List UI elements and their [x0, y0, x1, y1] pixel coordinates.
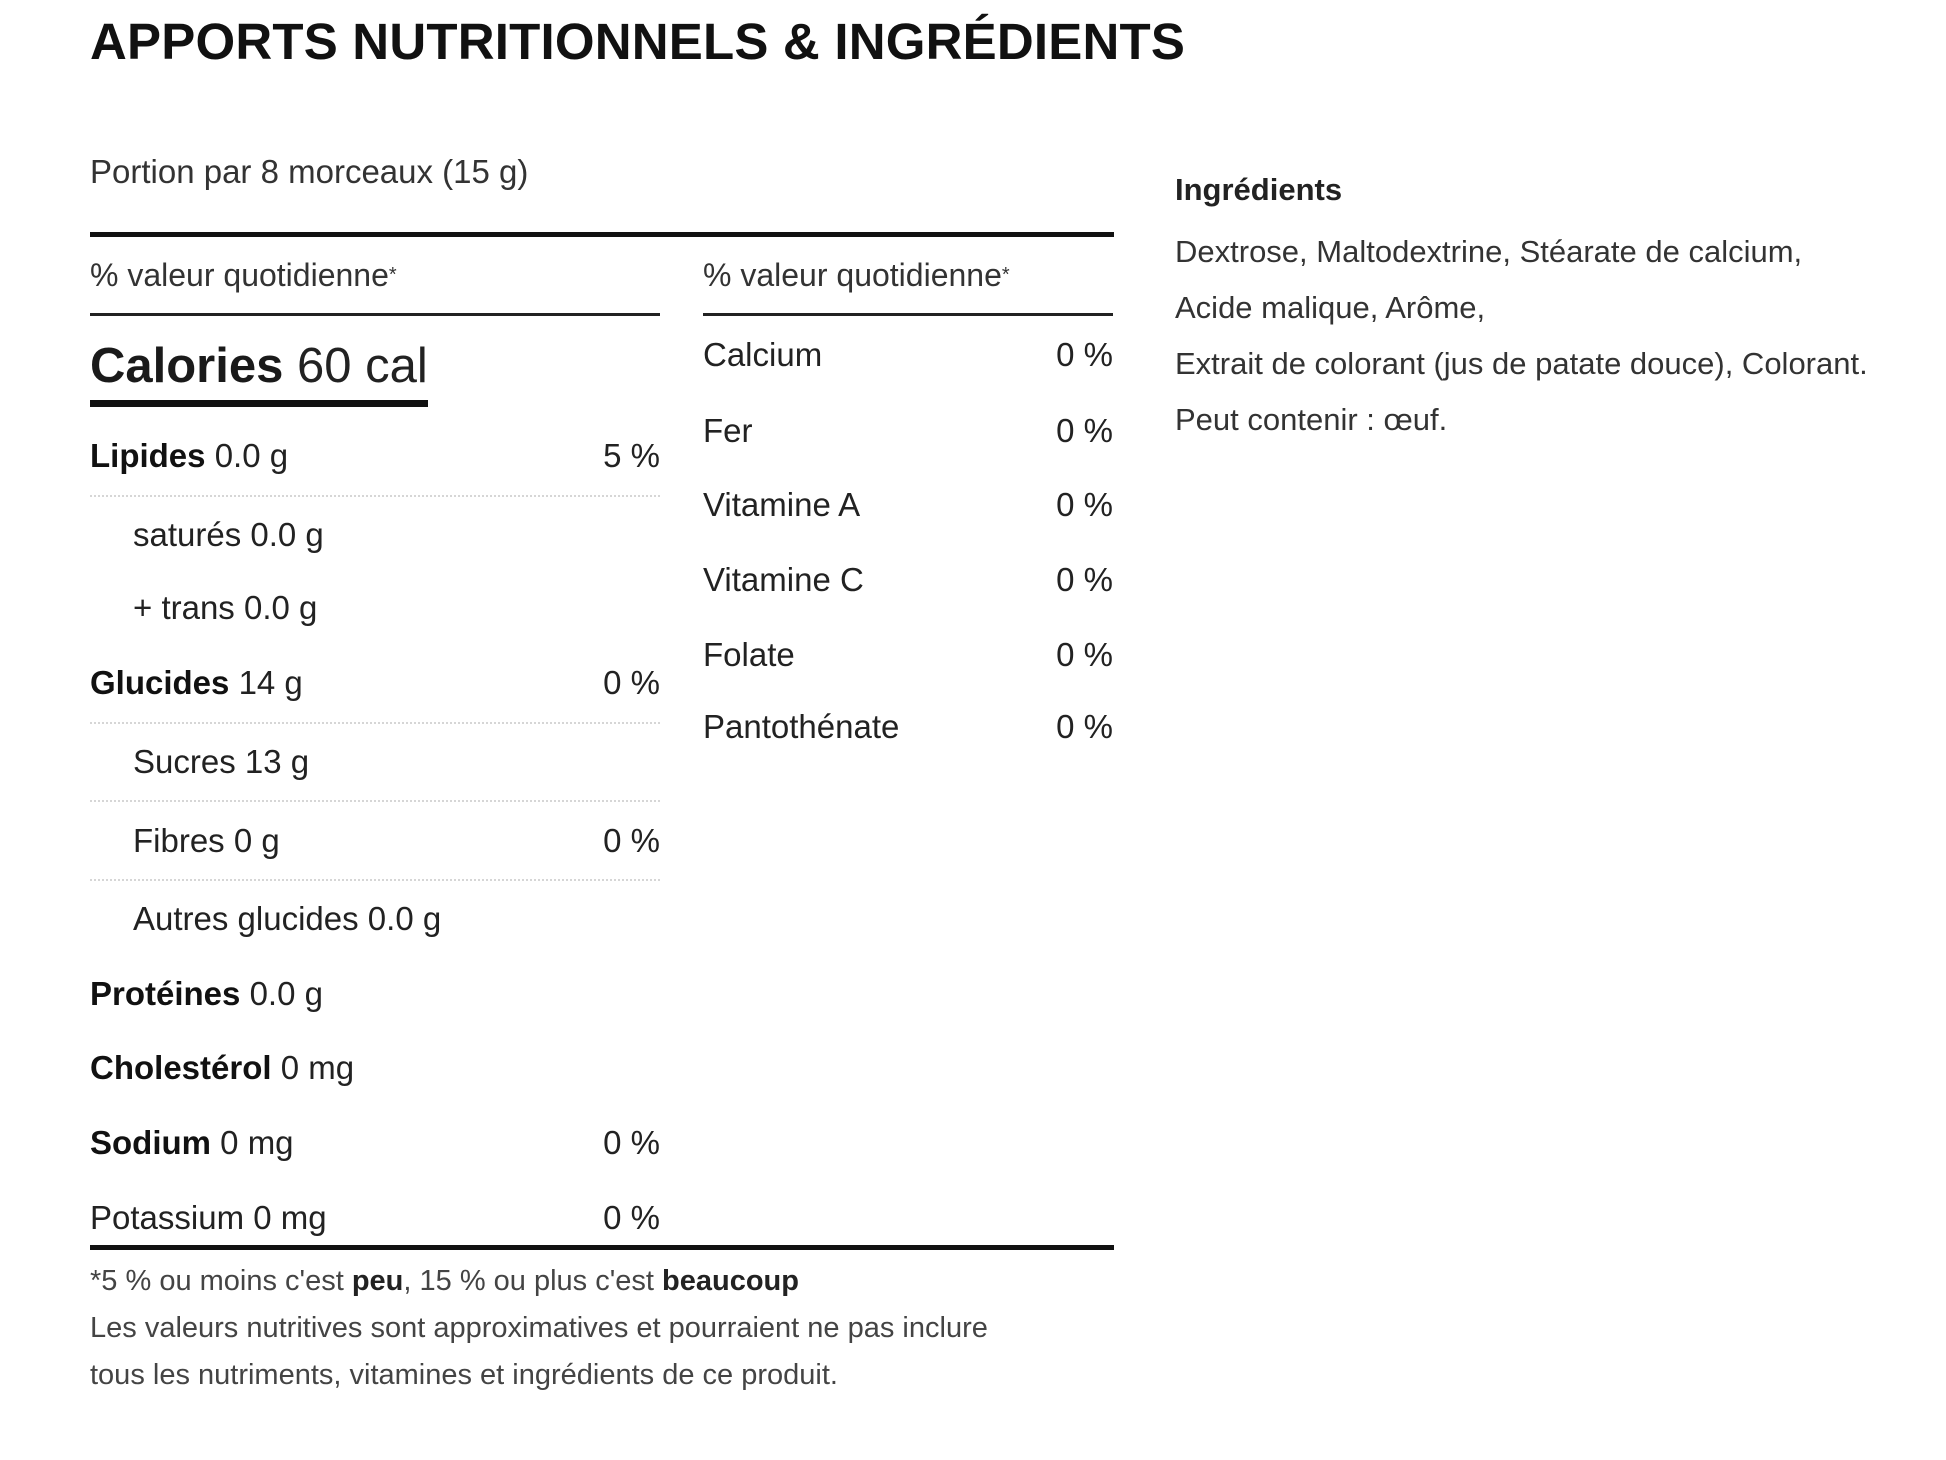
mineral-label: Pantothénate	[703, 708, 900, 745]
ingredients-line: Dextrose, Maltodextrine, Stéarate de cal…	[1175, 234, 1803, 269]
nutrient-row-lipides: Lipides 0.0 g 5 %	[90, 417, 660, 497]
mineral-percent: 0 %	[1056, 486, 1113, 523]
nutrient-value: 0.0 g	[249, 974, 323, 1012]
nutrition-left-column: % valeur quotidienne * Calories 60 cal Li…	[90, 237, 660, 1255]
nutrient-row-sodium: Sodium 0 mg 0 %	[90, 1105, 660, 1180]
mineral-percent: 0 %	[1056, 560, 1113, 598]
nutrient-label: saturés	[133, 515, 242, 553]
ingredients-line: Acide malique, Arôme,	[1175, 290, 1486, 325]
nutrient-label: Glucides	[90, 664, 230, 701]
footnote-text: , 15 % ou plus c'est	[403, 1265, 663, 1297]
footnote-high: beaucoup	[662, 1265, 799, 1297]
ingredients-section: Ingrédients Dextrose, Maltodextrine, Sté…	[1175, 172, 1935, 448]
nutrient-row-satures: saturés 0.0 g	[90, 497, 660, 572]
mineral-label: Vitamine C	[703, 560, 864, 598]
mineral-row-vitamine-a: Vitamine A 0 %	[703, 468, 1113, 542]
nutrient-row-cholesterol: Cholestérol 0 mg	[90, 1030, 660, 1105]
page-title: APPORTS NUTRITIONNELS & INGRÉDIENTS	[90, 13, 1186, 70]
nutrient-percent: 0 %	[603, 1198, 660, 1236]
bottom-divider	[90, 1245, 1114, 1250]
calories: Calories 60 cal	[90, 338, 428, 407]
footnote-low: peu	[351, 1265, 404, 1297]
footnote-text: *5 % ou moins c'est	[90, 1265, 352, 1297]
nutrient-row-autres-glucides: Autres glucides 0.0 g	[90, 881, 660, 957]
mineral-percent: 0 %	[1056, 412, 1113, 449]
mineral-percent: 0 %	[1056, 635, 1113, 673]
ingredients-line: Extrait de colorant (jus de patate douce…	[1175, 346, 1868, 381]
mineral-row-vitamine-c: Vitamine C 0 %	[703, 542, 1113, 617]
nutrient-label: Sodium	[90, 1123, 211, 1161]
nutrient-label: Fibres	[133, 821, 225, 859]
nutrient-value: 0.0 g	[243, 589, 318, 626]
nutrient-label: + trans	[133, 589, 235, 626]
nutrient-percent: 5 %	[603, 437, 660, 474]
daily-value-asterisk: *	[388, 263, 397, 286]
top-divider	[90, 232, 1114, 237]
nutrient-value: 14 g	[238, 664, 303, 701]
nutrient-row-proteines: Protéines 0.0 g	[90, 957, 660, 1030]
nutrient-value: 0 mg	[280, 1048, 355, 1086]
footnote-disclaimer-line1: Les valeurs nutritives sont approximativ…	[90, 1312, 988, 1344]
mineral-label: Calcium	[703, 336, 823, 373]
nutrient-value: 0 mg	[220, 1123, 294, 1161]
mineral-row-fer: Fer 0 %	[703, 394, 1113, 468]
mineral-label: Vitamine A	[703, 486, 861, 523]
nutrient-label: Cholestérol	[90, 1048, 272, 1086]
mineral-label: Fer	[703, 412, 753, 449]
nutrient-row-glucides: Glucides 14 g 0 %	[90, 644, 660, 724]
daily-value-header: % valeur quotidienne *	[703, 237, 1113, 316]
daily-value-asterisk: *	[1001, 263, 1010, 286]
nutrient-label: Sucres	[133, 743, 236, 780]
nutrient-value: 0.0 g	[214, 437, 289, 474]
nutrient-label: Protéines	[90, 974, 241, 1012]
daily-value-header-text: % valeur quotidienne	[703, 256, 1002, 293]
nutrient-label: Autres glucides	[133, 900, 359, 937]
nutrient-row-trans: + trans 0.0 g	[90, 572, 660, 644]
footnote-scale: *5 % ou moins c'est peu, 15 % ou plus c'…	[90, 1258, 1130, 1305]
nutrient-label: Lipides	[90, 437, 206, 474]
nutrient-row-fibres: Fibres 0 g 0 %	[90, 802, 660, 881]
nutrient-row-sucres: Sucres 13 g	[90, 724, 660, 802]
nutrient-percent: 0 %	[603, 664, 660, 701]
mineral-percent: 0 %	[1056, 336, 1113, 373]
footnote: *5 % ou moins c'est peu, 15 % ou plus c'…	[90, 1258, 1130, 1399]
mineral-row-pantothenate: Pantothénate 0 %	[703, 692, 1113, 762]
daily-value-header-text: % valeur quotidienne	[90, 256, 389, 293]
nutrient-label: Potassium	[90, 1198, 245, 1236]
mineral-percent: 0 %	[1056, 708, 1113, 745]
nutrition-right-column: % valeur quotidienne * Calcium 0 % Fer 0 …	[703, 237, 1113, 762]
nutrient-value: 0 g	[233, 821, 280, 859]
calories-value: 60 cal	[297, 339, 428, 393]
nutrient-value: 0.0 g	[367, 900, 442, 937]
nutrient-row-potassium: Potassium 0 mg 0 %	[90, 1180, 660, 1255]
footnote-disclaimer-line2: tous les nutriments, vitamines et ingréd…	[90, 1359, 838, 1391]
serving-size: Portion par 8 morceaux (15 g)	[90, 153, 529, 190]
mineral-row-folate: Folate 0 %	[703, 617, 1113, 692]
calories-label: Calories	[90, 339, 284, 393]
mineral-row-calcium: Calcium 0 %	[703, 316, 1113, 394]
nutrient-value: 0 mg	[253, 1198, 327, 1236]
nutrient-percent: 0 %	[603, 1123, 660, 1161]
allergen-warning: Peut contenir : œuf.	[1175, 402, 1448, 437]
nutrient-value: 0.0 g	[250, 515, 324, 553]
nutrient-value: 13 g	[244, 743, 310, 780]
ingredients-title: Ingrédients	[1175, 172, 1343, 207]
mineral-label: Folate	[703, 635, 795, 673]
nutrient-percent: 0 %	[603, 821, 660, 859]
daily-value-header: % valeur quotidienne *	[90, 237, 660, 316]
